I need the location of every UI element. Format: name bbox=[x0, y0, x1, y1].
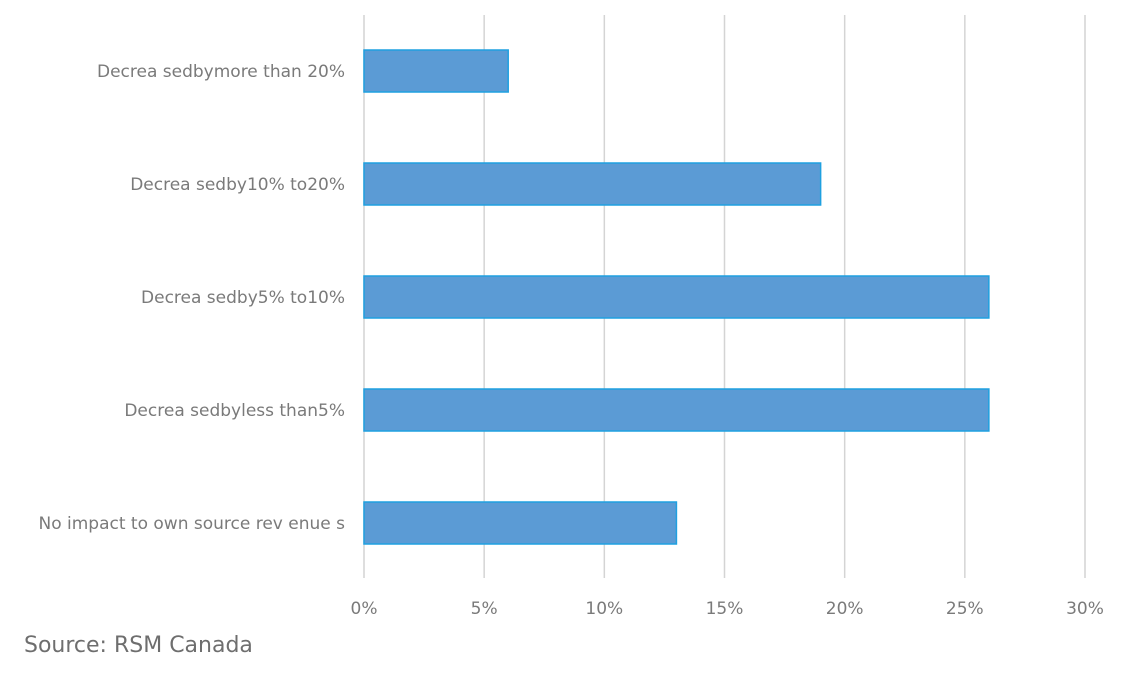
category-label: No impact to own source rev enue s bbox=[38, 514, 345, 534]
category-label: Decrea sedbyless than5% bbox=[124, 401, 345, 421]
x-tick-label: 0% bbox=[351, 599, 378, 619]
category-label: Decrea sedby10% to20% bbox=[130, 175, 345, 195]
category-label: Decrea sedby5% to10% bbox=[141, 288, 345, 308]
source-note: Source: RSM Canada bbox=[24, 633, 253, 658]
x-tick-label: 25% bbox=[946, 599, 984, 619]
x-tick-label: 15% bbox=[706, 599, 744, 619]
x-tick-label: 5% bbox=[471, 599, 498, 619]
x-tick-label: 20% bbox=[826, 599, 864, 619]
x-tick-label: 10% bbox=[585, 599, 623, 619]
category-label: Decrea sedbymore than 20% bbox=[97, 62, 345, 82]
bar bbox=[363, 162, 822, 206]
bar bbox=[363, 49, 509, 93]
bar bbox=[363, 275, 990, 319]
x-tick-label: 30% bbox=[1066, 599, 1104, 619]
bar bbox=[363, 501, 678, 545]
bar bbox=[363, 388, 990, 432]
